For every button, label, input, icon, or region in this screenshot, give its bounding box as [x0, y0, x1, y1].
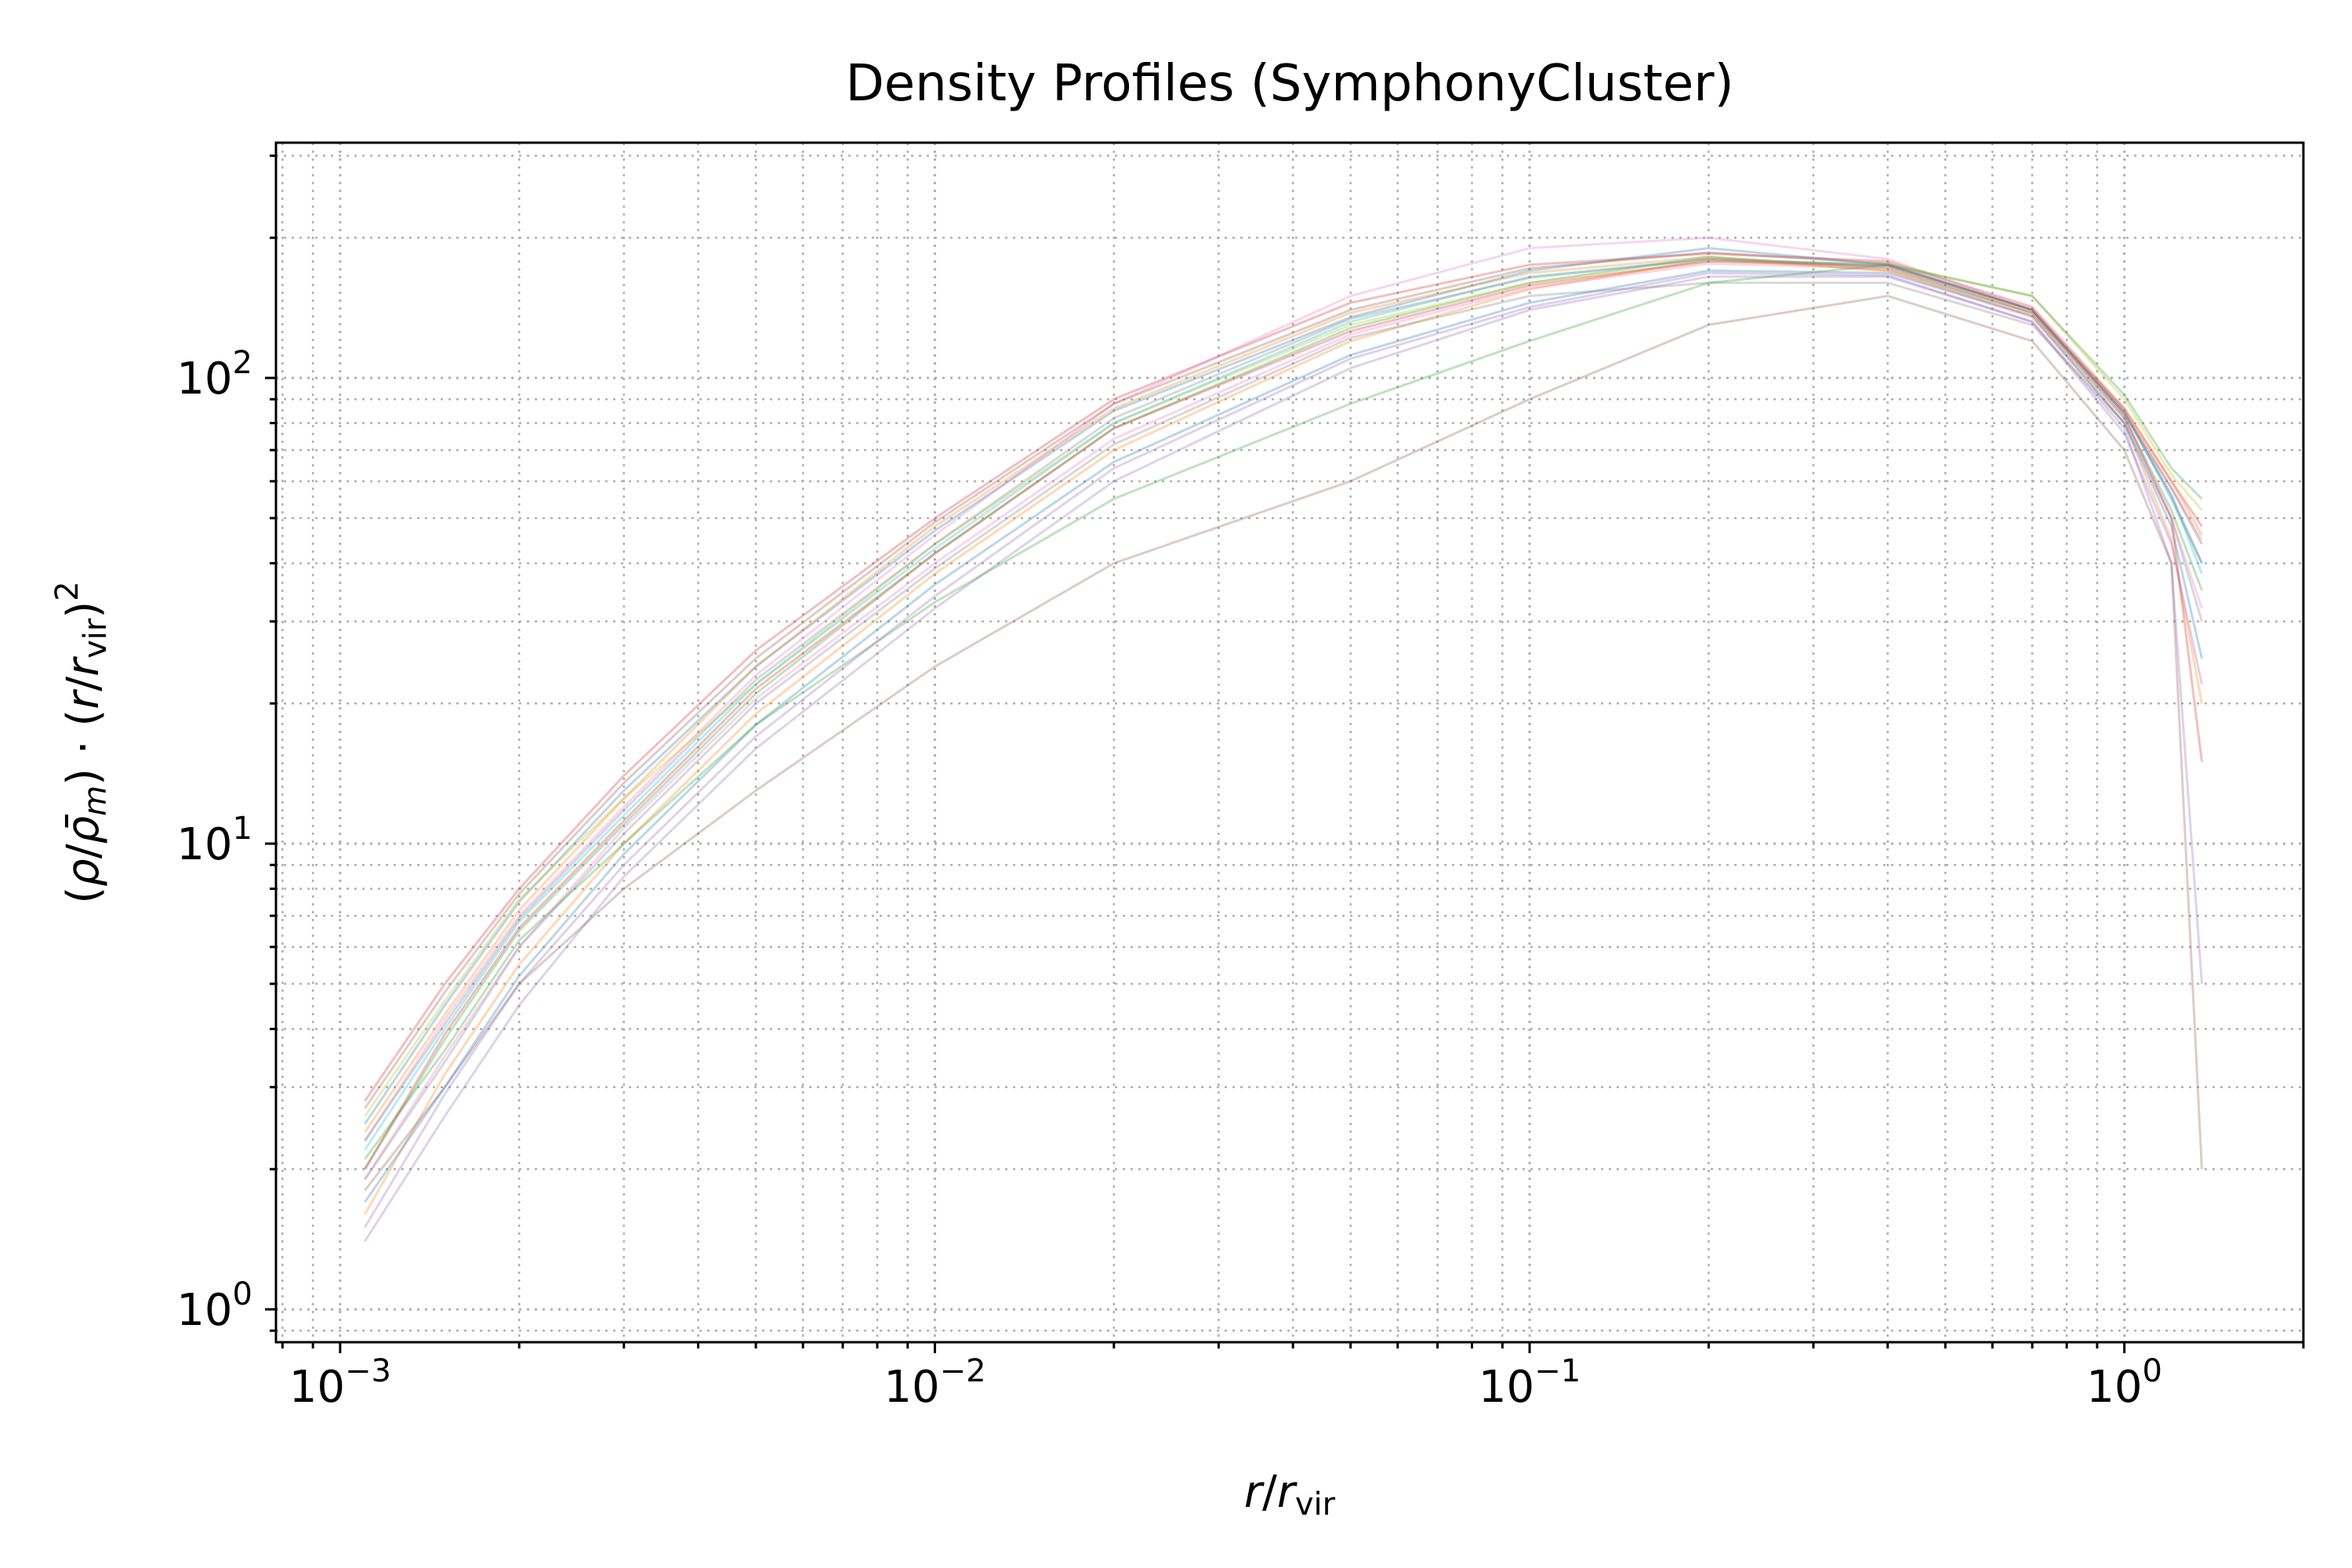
series-line: [364, 236, 2203, 1142]
x-tick-label: 10−1: [1479, 1353, 1581, 1413]
x-tick-label: 10−2: [884, 1353, 985, 1413]
series-line: [364, 257, 2203, 1151]
series-line: [364, 281, 2203, 1181]
series-line: [364, 260, 2203, 1171]
series-line: [364, 269, 2203, 1203]
series-line: [364, 256, 2203, 1171]
x-axis-label: r/rvir: [1244, 1467, 1336, 1523]
series-line: [364, 271, 2203, 1229]
x-tick-label: 100: [2086, 1353, 2162, 1413]
chart-title: Density Profiles (SymphonyCluster): [845, 55, 1733, 113]
series-line: [364, 262, 2203, 1181]
series-line: [364, 260, 2203, 1117]
x-tick-label: 10−3: [289, 1353, 391, 1413]
series-line: [364, 275, 2203, 1243]
series-line: [364, 256, 2203, 1134]
grid-lines: [276, 143, 2305, 1342]
plot-frame: [274, 141, 2305, 1344]
series-line: [363, 257, 2203, 1215]
y-axis-label: (ρ/ρ̄m) · (r/rvir)2: [49, 581, 114, 903]
series-line: [364, 251, 2203, 1109]
series-line: [364, 263, 2203, 1160]
y-tick-label: 102: [176, 345, 252, 405]
series-line: [364, 247, 2203, 1125]
series-lines: [363, 236, 2203, 1243]
y-tick-label: 100: [176, 1276, 252, 1336]
series-line: [364, 252, 2203, 1102]
series-line: [364, 257, 2203, 1142]
y-tick-label: 101: [176, 811, 252, 870]
axis-ticks: 10−3 10−2 10−1 100 100 101 102: [176, 154, 2305, 1413]
series-line: [364, 295, 2203, 1192]
